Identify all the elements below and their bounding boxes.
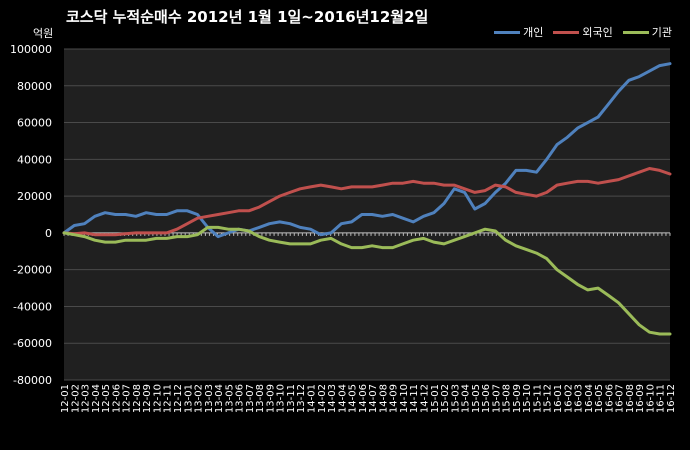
- x-tick-label: 14-12: [419, 384, 430, 413]
- legend-label-foreign: 외국인: [582, 26, 613, 39]
- x-tick-label: 16-08: [625, 384, 636, 413]
- series-line: [62, 62, 672, 239]
- y-tick-label: 0: [45, 227, 52, 240]
- x-tick-label: 16-10: [645, 384, 656, 413]
- x-tick-label: 12-08: [132, 384, 143, 413]
- x-tick-label: 12-12: [173, 384, 184, 413]
- y-tick-label: -40000: [13, 300, 52, 313]
- x-tick-label: 14-04: [337, 384, 348, 413]
- x-tick-label: 16-04: [584, 384, 595, 413]
- y-tick-label: 80000: [17, 80, 52, 93]
- x-tick-label: 13-02: [194, 384, 205, 413]
- legend-item-foreign: 외국인: [553, 24, 613, 40]
- x-tick-label: 13-04: [214, 384, 225, 413]
- x-tick-label: 16-05: [594, 384, 605, 413]
- legend: 개인 외국인 기관: [494, 24, 672, 40]
- x-tick-label: 15-01: [430, 384, 441, 413]
- y-tick-label: -80000: [13, 374, 52, 387]
- x-tick-label: 15-11: [532, 384, 543, 413]
- x-tick-label: 16-03: [574, 384, 585, 413]
- x-tick-label: 13-05: [224, 384, 235, 413]
- x-tick-label: 12-01: [60, 384, 71, 413]
- y-tick-label: 40000: [17, 153, 52, 166]
- x-tick-label: 16-12: [666, 384, 677, 413]
- x-tick-label: 14-03: [327, 384, 338, 413]
- x-tick-label: 15-12: [543, 384, 554, 413]
- x-tick-label: 13-08: [255, 384, 266, 413]
- x-tick-label: 14-11: [409, 384, 420, 413]
- y-tick-label: -60000: [13, 337, 52, 350]
- x-tick-label: 15-09: [512, 384, 523, 413]
- y-tick-label: 100000: [10, 43, 52, 56]
- series-line: [62, 225, 672, 336]
- x-tick-label: 16-07: [615, 384, 626, 413]
- x-tick-label: 15-08: [502, 384, 513, 413]
- x-tick-label: 12-10: [152, 384, 163, 413]
- x-tick-label: 12-02: [70, 384, 81, 413]
- x-tick-label: 14-06: [358, 384, 369, 413]
- y-tick-label: 60000: [17, 117, 52, 130]
- chart-title: 코스닥 누적순매수 2012년 1월 1일~2016년12월2일: [66, 8, 429, 26]
- x-tick-label: 14-10: [399, 384, 410, 413]
- x-tick-label: 12-09: [142, 384, 153, 413]
- y-unit-label: 억원: [33, 27, 54, 40]
- x-tick-label: 12-07: [122, 384, 133, 413]
- legend-item-institution: 기관: [622, 24, 672, 40]
- x-tick-label: 15-03: [450, 384, 461, 413]
- legend-item-individual: 개인: [494, 24, 543, 40]
- x-tick-label: 13-11: [286, 384, 297, 413]
- y-tick-label: -20000: [13, 264, 52, 277]
- x-tick-label: 13-06: [235, 384, 246, 413]
- x-tick-label: 14-08: [378, 384, 389, 413]
- x-tick-label: 13-01: [183, 384, 194, 413]
- series-line: [62, 167, 672, 237]
- legend-label-institution: 기관: [651, 26, 672, 39]
- x-tick-label: 16-06: [604, 384, 615, 413]
- x-tick-label: 15-04: [461, 384, 472, 413]
- x-tick-label: 13-03: [204, 384, 215, 413]
- legend-swatch-institution: [622, 30, 649, 34]
- x-tick-label: 13-10: [276, 384, 287, 413]
- x-tick-label: 14-02: [317, 384, 328, 413]
- x-tick-label: 15-05: [471, 384, 482, 413]
- x-tick-label: 15-07: [491, 384, 502, 413]
- x-tick-label: 15-06: [481, 384, 492, 413]
- x-tick-label: 12-06: [111, 384, 122, 413]
- legend-label-individual: 개인: [523, 26, 544, 39]
- x-tick-label: 15-10: [522, 384, 533, 413]
- x-tick-label: 14-07: [368, 384, 379, 413]
- x-tick-label: 13-12: [296, 384, 307, 413]
- legend-swatch-individual: [494, 30, 521, 34]
- y-tick-label: 20000: [17, 190, 52, 203]
- x-tick-label: 16-11: [656, 384, 667, 413]
- x-tick-label: 15-02: [440, 384, 451, 413]
- x-tick-label: 13-09: [265, 384, 276, 413]
- x-tick-label: 12-11: [163, 384, 174, 413]
- x-tick-label: 16-01: [553, 384, 564, 413]
- x-tick-label: 12-05: [101, 384, 112, 413]
- x-tick-label: 14-09: [389, 384, 400, 413]
- x-tick-label: 13-07: [245, 384, 256, 413]
- x-tick-label: 12-04: [91, 384, 102, 413]
- x-tick-label: 16-09: [635, 384, 646, 413]
- x-tick-label: 12-03: [81, 384, 92, 413]
- x-tick-label: 14-01: [307, 384, 318, 413]
- legend-swatch-foreign: [553, 30, 580, 34]
- x-tick-label: 16-02: [563, 384, 574, 413]
- x-tick-label: 14-05: [348, 384, 359, 413]
